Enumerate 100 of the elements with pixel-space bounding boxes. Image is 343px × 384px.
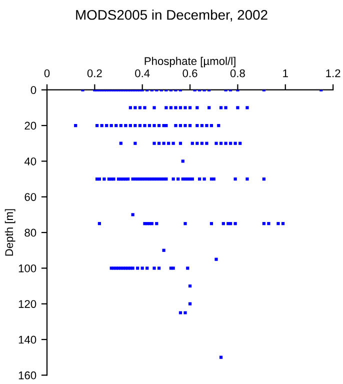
point [174, 124, 178, 128]
point [178, 106, 182, 110]
point [219, 142, 223, 145]
point [110, 124, 113, 128]
point [155, 222, 158, 226]
y-tick-label: 60 [24, 193, 36, 201]
point [164, 177, 168, 181]
point [152, 124, 156, 128]
point [246, 106, 249, 110]
point [196, 124, 199, 128]
point [190, 177, 194, 181]
point [105, 124, 108, 128]
point [178, 311, 182, 314]
point [217, 124, 220, 128]
x-tick-label: 0 [44, 69, 50, 78]
point [181, 160, 184, 163]
point [152, 142, 156, 145]
point [172, 142, 175, 145]
point [119, 142, 122, 145]
point [124, 124, 128, 128]
point [190, 142, 194, 145]
point [152, 106, 156, 110]
point [138, 106, 142, 110]
x-tick-label: 0.4 [135, 69, 150, 78]
point [236, 106, 240, 110]
x-tick-label: 1.2 [326, 69, 340, 78]
point [148, 124, 152, 128]
point [198, 177, 202, 181]
point [172, 177, 175, 181]
point [196, 142, 199, 145]
point [172, 266, 175, 270]
point [162, 248, 166, 252]
point [228, 222, 232, 226]
point [184, 222, 187, 226]
point [196, 106, 199, 110]
point [224, 106, 228, 110]
point [267, 222, 270, 226]
y-tick-label: 20 [24, 122, 36, 130]
chart-title: MODS2005 in December, 2002 [76, 10, 268, 22]
x-tick-label: 1 [283, 69, 288, 78]
point [131, 266, 134, 270]
x-tick-label: 0.8 [230, 69, 245, 78]
point [214, 142, 218, 145]
point [214, 258, 218, 261]
point [222, 222, 225, 226]
x-tick-label: 0.6 [182, 69, 198, 78]
point [164, 124, 168, 128]
point [128, 124, 132, 128]
y-tick-label: 0 [30, 86, 36, 94]
point [157, 266, 161, 270]
point [178, 124, 182, 128]
point [164, 106, 168, 110]
point [202, 177, 206, 181]
point [143, 124, 146, 128]
point [184, 124, 187, 128]
point [262, 177, 266, 181]
point [150, 222, 154, 226]
point [143, 106, 146, 110]
y-tick-label: 80 [24, 228, 36, 237]
point [134, 106, 137, 110]
point [234, 142, 237, 145]
point [100, 124, 104, 128]
point [96, 124, 99, 128]
point [74, 124, 78, 128]
point [246, 177, 249, 181]
point [219, 356, 223, 359]
point [188, 302, 192, 306]
point [188, 106, 192, 110]
point [234, 222, 237, 226]
point [184, 311, 187, 314]
point [140, 266, 144, 270]
point [212, 177, 216, 181]
point [167, 142, 170, 145]
point [184, 106, 187, 110]
point [176, 177, 180, 181]
point [138, 124, 142, 128]
point [134, 142, 137, 145]
point [200, 124, 204, 128]
point [281, 222, 285, 226]
point [152, 266, 156, 270]
y-tick-label: 100 [18, 264, 36, 272]
point [219, 106, 223, 110]
point [102, 177, 106, 181]
point [262, 222, 266, 226]
point [205, 142, 208, 145]
y-axis-title: Depth [m] [4, 209, 16, 256]
point [136, 266, 140, 270]
point [276, 222, 280, 226]
point [114, 124, 118, 128]
point [169, 106, 173, 110]
point [208, 106, 211, 110]
point [178, 142, 182, 145]
y-tick-label: 140 [18, 336, 36, 344]
point [174, 106, 178, 110]
point [234, 177, 237, 181]
x-tick-label: 0.2 [87, 69, 102, 78]
point [162, 142, 166, 145]
point [128, 106, 132, 110]
point [98, 222, 101, 226]
point [238, 142, 242, 145]
